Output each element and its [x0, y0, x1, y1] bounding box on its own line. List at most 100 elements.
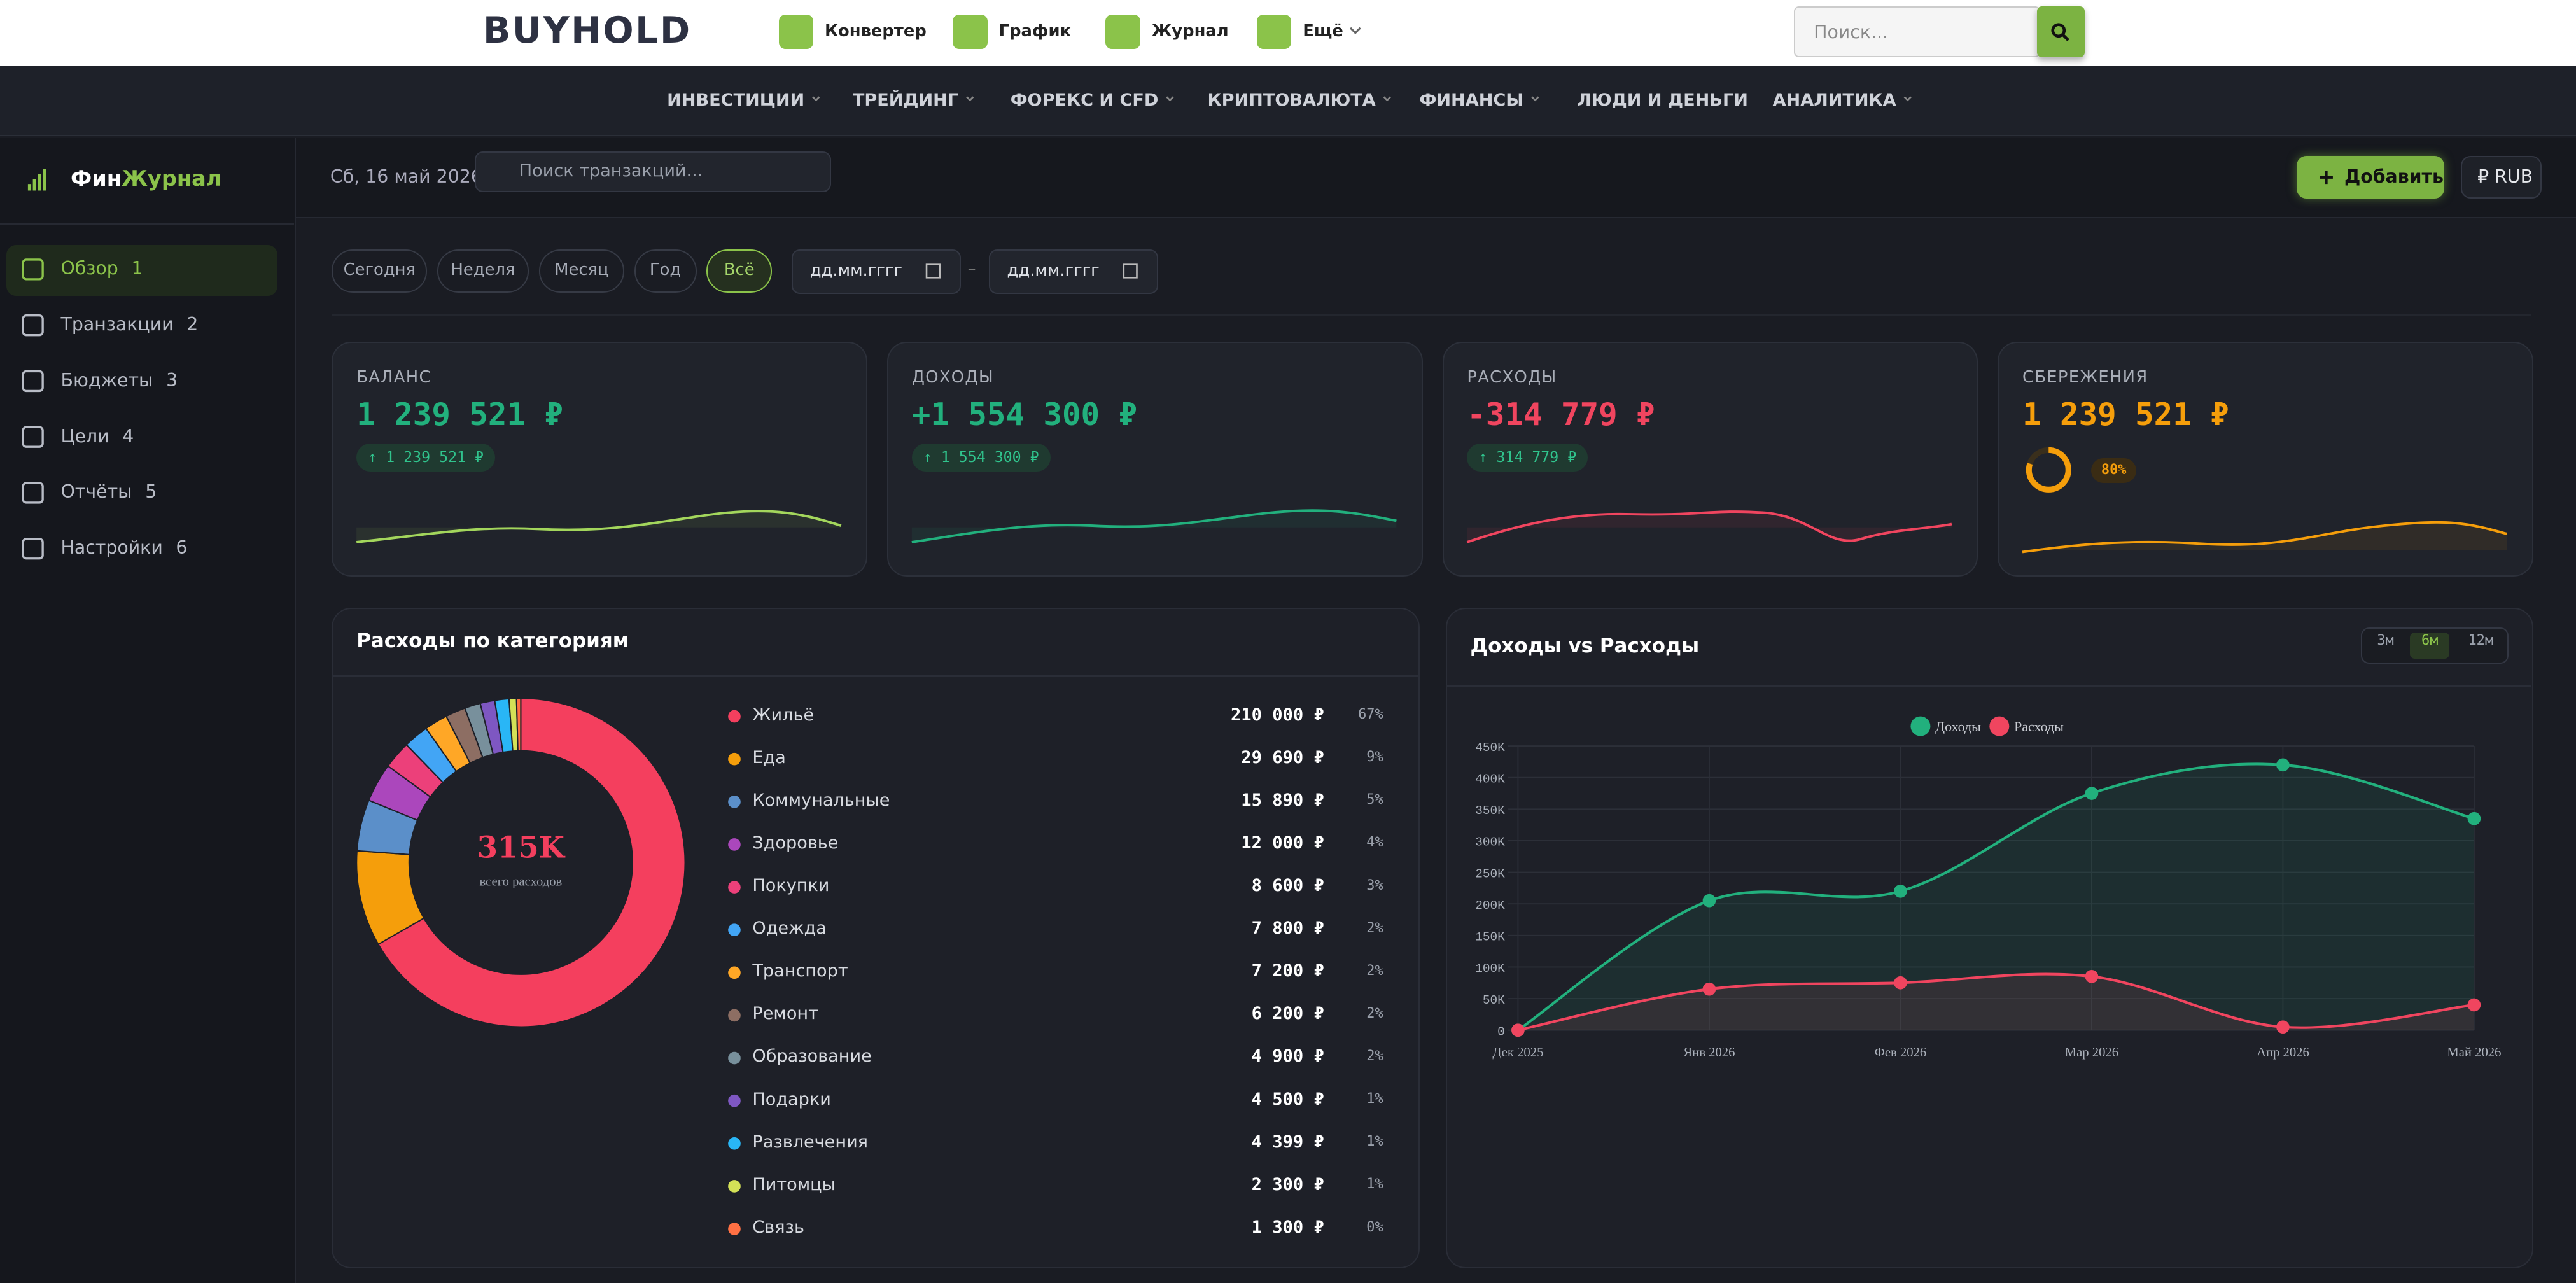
nav-item[interactable]: ФОРЕКС И CFD: [1010, 90, 1159, 110]
category-name: Подарки: [752, 1089, 831, 1109]
tx-search-placeholder: Поиск транзакций...: [519, 160, 703, 181]
chart-title: Расходы по категориям: [356, 629, 629, 652]
progress-label: 80%: [2091, 458, 2136, 483]
category-name: Здоровье: [752, 832, 839, 853]
category-amount: 4 399 ₽: [1251, 1132, 1324, 1152]
header-link[interactable]: Журнал: [1151, 21, 1229, 41]
card-value: -314 779 ₽: [1467, 396, 1655, 433]
logo[interactable]: BUYHOLD: [482, 10, 692, 52]
date-placeholder: дд.мм.гггг: [809, 261, 902, 281]
range-tab[interactable]: 3м: [2377, 632, 2394, 649]
sidebar-item[interactable]: Настройки: [60, 537, 163, 559]
currency: ₽ RUB: [2477, 165, 2533, 187]
category-amount: 8 600 ₽: [1251, 876, 1324, 895]
category-share: 2%: [1366, 1048, 1383, 1065]
header-link[interactable]: Ещё: [1303, 21, 1343, 41]
sidebar-key: 1: [131, 258, 143, 279]
nav-item[interactable]: ИНВЕСТИЦИИ: [667, 90, 805, 110]
category-name: Коммунальные: [752, 790, 890, 810]
divider: [0, 223, 295, 225]
category-share: 1%: [1366, 1091, 1383, 1107]
sidebar-key: 5: [145, 481, 157, 503]
sidebar-item[interactable]: Отчёты: [60, 481, 132, 503]
category-amount: 1 300 ₽: [1251, 1217, 1324, 1237]
search-placeholder: Поиск...: [1814, 21, 1889, 43]
nav-item[interactable]: ФИНАНСЫ: [1419, 90, 1524, 110]
category-amount: 4 500 ₽: [1251, 1089, 1324, 1109]
sidebar-key: 3: [166, 369, 178, 391]
category-name: Питомцы: [752, 1174, 836, 1195]
category-name: Жильё: [752, 705, 815, 725]
category-amount: 4 900 ₽: [1251, 1046, 1324, 1067]
period-button[interactable]: Год: [634, 249, 697, 293]
divider: [333, 675, 1418, 677]
nav-bar: [0, 66, 2576, 137]
category-name: Связь: [752, 1217, 804, 1237]
header-link[interactable]: Конвертер: [824, 21, 927, 41]
card-label: РАСХОДЫ: [1467, 368, 1557, 388]
category-share: 5%: [1366, 792, 1383, 808]
category-name: Развлечения: [752, 1132, 868, 1152]
chart-card: [1445, 608, 2533, 1269]
sidebar: [0, 137, 296, 1283]
sidebar-item[interactable]: Транзакции: [60, 314, 174, 335]
category-share: 4%: [1366, 834, 1383, 851]
category-name: Еда: [752, 747, 786, 768]
search-button[interactable]: [2037, 6, 2085, 58]
nav-item[interactable]: ЛЮДИ И ДЕНЬГИ: [1577, 90, 1748, 110]
card-value: 1 239 521 ₽: [2022, 396, 2229, 433]
period-button[interactable]: Неделя: [437, 249, 529, 293]
sidebar-item[interactable]: Бюджеты: [60, 369, 153, 391]
search-input[interactable]: [1794, 6, 2041, 58]
brand-part: Журнал: [121, 165, 222, 191]
period-button[interactable]: Сегодня: [332, 249, 428, 293]
date: Сб, 16 май 2026: [330, 165, 482, 187]
nav-item[interactable]: ТРЕЙДИНГ: [852, 90, 959, 110]
link-icon[interactable]: [1256, 15, 1292, 50]
category-share: 2%: [1366, 920, 1383, 936]
card-change: ↑ 1 554 300 ₽: [911, 444, 1051, 472]
divider: [332, 314, 2532, 316]
date-placeholder: дд.мм.гггг: [1007, 261, 1100, 281]
category-name: Покупки: [752, 876, 830, 895]
category-share: 9%: [1366, 749, 1383, 766]
category-amount: 6 200 ₽: [1251, 1004, 1324, 1024]
category-share: 2%: [1366, 1005, 1383, 1021]
sidebar-item[interactable]: Цели: [60, 425, 109, 447]
category-name: Одежда: [752, 918, 827, 939]
card-change: ↑ 1 239 521 ₽: [356, 444, 496, 472]
divider: [1447, 685, 2532, 687]
sidebar-key: 6: [176, 537, 188, 559]
card-label: СБЕРЕЖЕНИЯ: [2022, 368, 2148, 388]
category-share: 1%: [1366, 1176, 1383, 1193]
category-amount: 15 890 ₽: [1241, 790, 1324, 810]
tx-search[interactable]: [475, 151, 832, 193]
category-amount: 12 000 ₽: [1241, 832, 1324, 853]
period-button[interactable]: Месяц: [538, 249, 624, 293]
link-icon[interactable]: [953, 15, 988, 50]
header-link[interactable]: График: [998, 21, 1072, 41]
sidebar-key: 2: [186, 314, 199, 335]
nav-active[interactable]: [6, 244, 278, 296]
category-amount: 29 690 ₽: [1241, 747, 1324, 768]
currency-button[interactable]: [2461, 156, 2542, 199]
card-value: 1 239 521 ₽: [356, 396, 564, 433]
sidebar-key: 4: [122, 425, 134, 447]
category-share: 3%: [1366, 877, 1383, 894]
sidebar-item[interactable]: Обзор: [60, 258, 118, 279]
category-amount: 2 300 ₽: [1251, 1174, 1324, 1195]
link-icon[interactable]: [1105, 15, 1140, 50]
nav-item[interactable]: КРИПТОВАЛЮТА: [1207, 90, 1376, 110]
category-share: 67%: [1358, 706, 1383, 723]
range-tab[interactable]: 12м: [2468, 632, 2494, 649]
period-button[interactable]: Всё: [706, 249, 773, 293]
category-share: 2%: [1366, 962, 1383, 979]
range-tab[interactable]: 6м: [2410, 632, 2450, 659]
card-label: БАЛАНС: [356, 368, 431, 388]
nav-item[interactable]: АНАЛИТИКА: [1772, 90, 1896, 110]
brand: ФинЖурнал: [71, 166, 221, 191]
brand-part: Фин: [71, 165, 122, 191]
link-icon[interactable]: [778, 15, 813, 50]
